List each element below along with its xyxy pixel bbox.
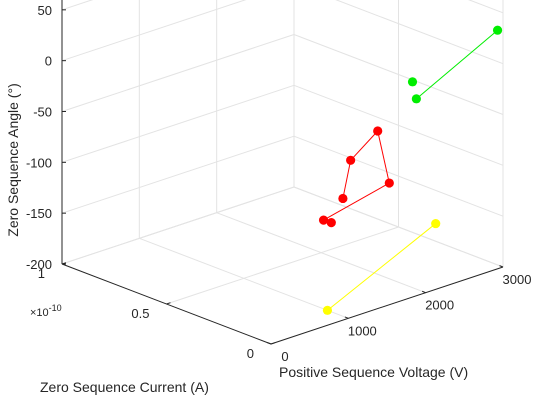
grid-line xyxy=(166,226,399,305)
data-point xyxy=(384,178,394,188)
grid-line xyxy=(61,84,295,163)
grid-line xyxy=(61,186,295,265)
series-line xyxy=(350,130,379,161)
z-tick-label: 50 xyxy=(38,3,52,18)
grid-line xyxy=(139,237,349,319)
z-tick-labels: 100500-50-100-150-200 xyxy=(26,3,52,272)
y-tick-label: 2000 xyxy=(425,298,454,313)
z-tick-label: -150 xyxy=(26,206,52,221)
z-tick-label: -50 xyxy=(33,105,52,120)
z-tick-label: 0 xyxy=(45,54,52,69)
grid-line xyxy=(61,135,295,214)
series-line xyxy=(416,29,498,100)
data-point xyxy=(322,305,333,315)
y-tick-mark xyxy=(421,290,426,294)
grid-lines xyxy=(61,0,504,345)
grid-line xyxy=(61,0,247,62)
data-point xyxy=(326,218,336,228)
z-tick-label: -100 xyxy=(26,155,52,170)
series-line xyxy=(327,223,437,311)
x-tick-label: 0.5 xyxy=(131,306,149,321)
y-tick-label: 3000 xyxy=(503,272,532,287)
grid-line xyxy=(61,34,295,112)
y-tick-label: 1000 xyxy=(348,323,377,338)
y-axis-line xyxy=(270,266,504,345)
x-tick-label: 1 xyxy=(38,266,45,281)
data-point xyxy=(407,77,418,87)
x-tick-mark xyxy=(166,302,171,305)
x-exponent-label: ×10-10 xyxy=(30,303,62,319)
grid-line xyxy=(61,0,94,11)
y-tick-mark xyxy=(344,316,349,319)
x-tick-labels: 10.50 xyxy=(38,266,254,361)
series-line xyxy=(342,160,352,199)
y-tick-label: 0 xyxy=(281,349,288,364)
z-axis-label: Zero Sequence Angle (°) xyxy=(5,83,21,236)
series-line xyxy=(323,182,390,221)
z-tick-label: -200 xyxy=(26,257,52,272)
x-tick-label: 0 xyxy=(247,346,254,361)
data-point xyxy=(431,218,441,229)
data-point xyxy=(346,155,356,165)
grid-line xyxy=(293,186,504,268)
data-point xyxy=(492,25,503,35)
axis-box-edges xyxy=(61,0,504,345)
data-point xyxy=(338,193,348,204)
y-tick-mark xyxy=(499,265,504,268)
data-series-layer xyxy=(318,25,503,315)
data-point xyxy=(318,215,329,225)
data-point xyxy=(373,126,383,136)
x-axis-label: Zero Sequence Current (A) xyxy=(40,379,209,395)
y-tick-mark xyxy=(267,342,272,345)
data-point xyxy=(411,94,421,104)
y-axis-label: Positive Sequence Voltage (V) xyxy=(279,364,468,380)
x-tick-mark xyxy=(270,342,276,345)
y-tick-labels: 0 1000 2000 3000 xyxy=(281,272,531,364)
grid-line xyxy=(216,212,426,294)
series-line xyxy=(377,130,390,184)
